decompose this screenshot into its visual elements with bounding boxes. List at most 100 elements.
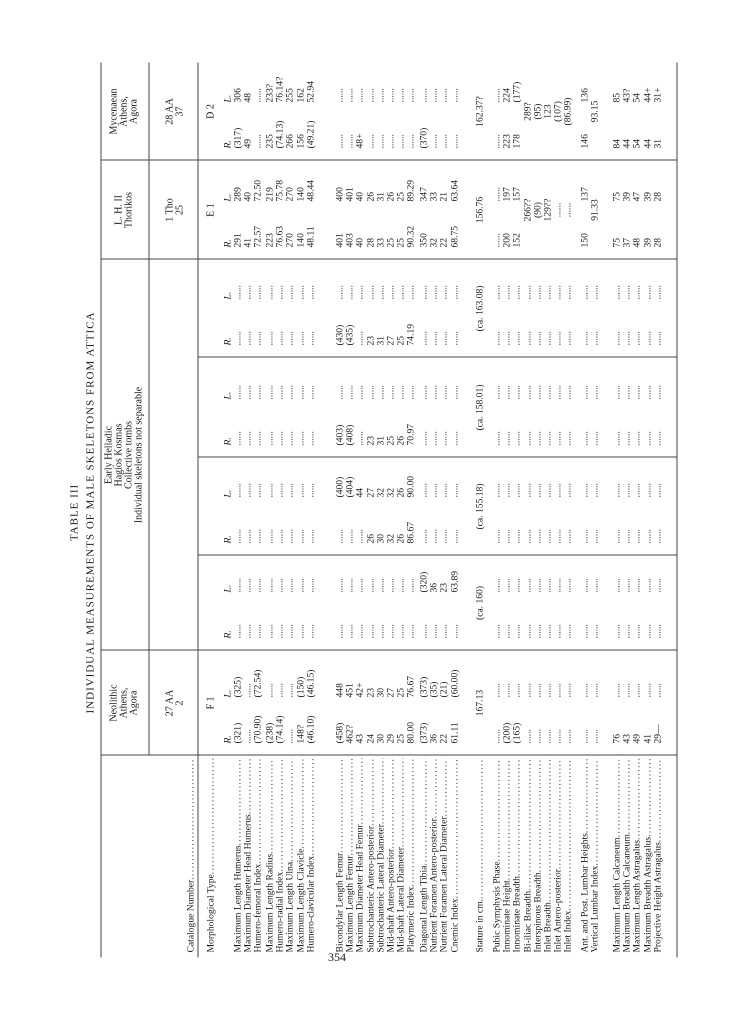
cell-right: ......: [252, 623, 264, 638]
cell-left: ......: [621, 384, 633, 399]
cell-left: ......: [334, 284, 345, 299]
cell-left: ......: [552, 384, 564, 399]
rule-vertical: [197, 356, 676, 357]
cell-right: ......: [428, 623, 440, 638]
cell-left: ......: [621, 682, 633, 697]
side-label-left: L.: [222, 193, 233, 201]
cell-right: ......: [438, 430, 450, 445]
cell-left: ......: [552, 284, 564, 299]
cell-right: ......: [334, 133, 345, 148]
cell-left: ......: [631, 482, 643, 497]
cell-right: 235: [264, 133, 275, 148]
cell-left: ......: [242, 682, 254, 697]
cell-right: ......: [631, 430, 643, 445]
cell-right: 40: [354, 237, 366, 247]
label-text: Projective Height Astragalus: [652, 841, 663, 952]
cell-right: 43: [621, 733, 633, 743]
group-header-line: Hagios Kosmas: [113, 422, 124, 487]
cell-right: 30: [374, 733, 386, 743]
cell-left: ......: [374, 384, 386, 399]
cell-right: ......: [641, 430, 653, 445]
cell-left: ......: [491, 87, 502, 102]
cell-left: ......: [242, 384, 254, 399]
label-text: Humero-femoral Index: [253, 863, 264, 952]
dot-leader: [653, 758, 663, 842]
cell-right: ......: [631, 623, 643, 638]
cell-right: ......: [354, 623, 366, 638]
cell-right: 76: [611, 733, 622, 743]
cell-right: 146: [579, 133, 590, 148]
cell-left: ......: [641, 284, 653, 299]
cell-right: 403: [344, 232, 356, 247]
label-text: Nutrient Foramen Lateral Diameter: [439, 815, 450, 952]
cell-right: ......: [511, 528, 523, 543]
cell-right: 26: [395, 533, 407, 543]
cell-left: 23: [364, 687, 376, 697]
cell-right: 32: [385, 533, 396, 543]
cell-left: ......: [344, 284, 356, 299]
cell-right: (458): [334, 722, 345, 743]
cell-left: ......: [562, 482, 574, 497]
label-text: Mid-shaft Antero-posterior: [386, 848, 396, 952]
morphological-type: F 1: [205, 695, 216, 710]
cell-right: ......: [294, 330, 306, 345]
cell-left: ......: [631, 682, 643, 697]
cell-right: ......: [611, 528, 622, 543]
cell-right: ......: [374, 133, 386, 148]
cell-right: 24: [364, 733, 376, 743]
label-text: Humero-clavicular Index: [305, 855, 316, 952]
cell-left: ......: [284, 482, 296, 497]
cell-right: ......: [542, 528, 553, 543]
cell-left: ......: [344, 384, 356, 399]
cell-left: ......: [611, 482, 622, 497]
cell-right: ......: [242, 528, 254, 543]
cell-left: ......: [264, 384, 275, 399]
cell-left: ......: [304, 577, 316, 592]
cell-right: 156: [294, 133, 306, 148]
cell-left: ......: [531, 682, 543, 697]
cell-right: ......: [344, 133, 356, 148]
cell-right: ......: [448, 330, 460, 345]
cell-right: ......: [252, 133, 264, 148]
label-text: Cnemic Index: [449, 897, 460, 952]
side-label-right: R.: [222, 436, 233, 445]
row-label: Diagonal Length Tibia: [419, 758, 429, 952]
cell-right: ......: [611, 430, 622, 445]
group-header-line: Neolithic: [108, 683, 119, 722]
cell-left: ......: [651, 577, 663, 592]
cell-left: ......: [542, 482, 553, 497]
dot-leader: [590, 758, 600, 865]
cell-right: ......: [354, 430, 366, 445]
cell-right: ......: [552, 430, 564, 445]
dot-leader: [450, 758, 460, 898]
cell-right: ......: [562, 430, 574, 445]
cell-right: 75: [611, 237, 622, 247]
cell-left: 39: [621, 191, 633, 201]
cell-left: ......: [562, 682, 574, 697]
cell-left: ......: [448, 87, 460, 102]
cell-center: (90): [531, 201, 543, 218]
cell-left: 72.50: [252, 179, 264, 201]
cell-left: ......: [242, 284, 254, 299]
cell-right: ......: [491, 232, 502, 247]
side-label-left: L.: [222, 291, 233, 299]
cell-right: ......: [344, 623, 356, 638]
cell-right: ......: [354, 528, 366, 543]
dot-leader: [345, 758, 355, 855]
dot-leader: [475, 758, 485, 898]
cell-right: 30: [374, 533, 386, 543]
cell-right: ......: [651, 528, 663, 543]
cell-right: (46.10): [304, 715, 316, 743]
cell-left: ......: [501, 482, 513, 497]
label-text: Morphological Type: [206, 873, 216, 952]
cell-center: (107): [552, 100, 564, 122]
group-header-line: Thorikos: [123, 191, 134, 228]
cell-left: ......: [232, 384, 243, 399]
cell-right: ......: [264, 623, 275, 638]
cell-left: 28: [651, 191, 663, 201]
cell-left: ......: [552, 482, 564, 497]
table-title: INDIVIDUAL MEASUREMENTS OF MALE SKELETON…: [84, 311, 96, 713]
cell-left: 219: [264, 186, 275, 201]
cell-right: 41: [641, 733, 653, 743]
cell-left: ......: [448, 384, 460, 399]
